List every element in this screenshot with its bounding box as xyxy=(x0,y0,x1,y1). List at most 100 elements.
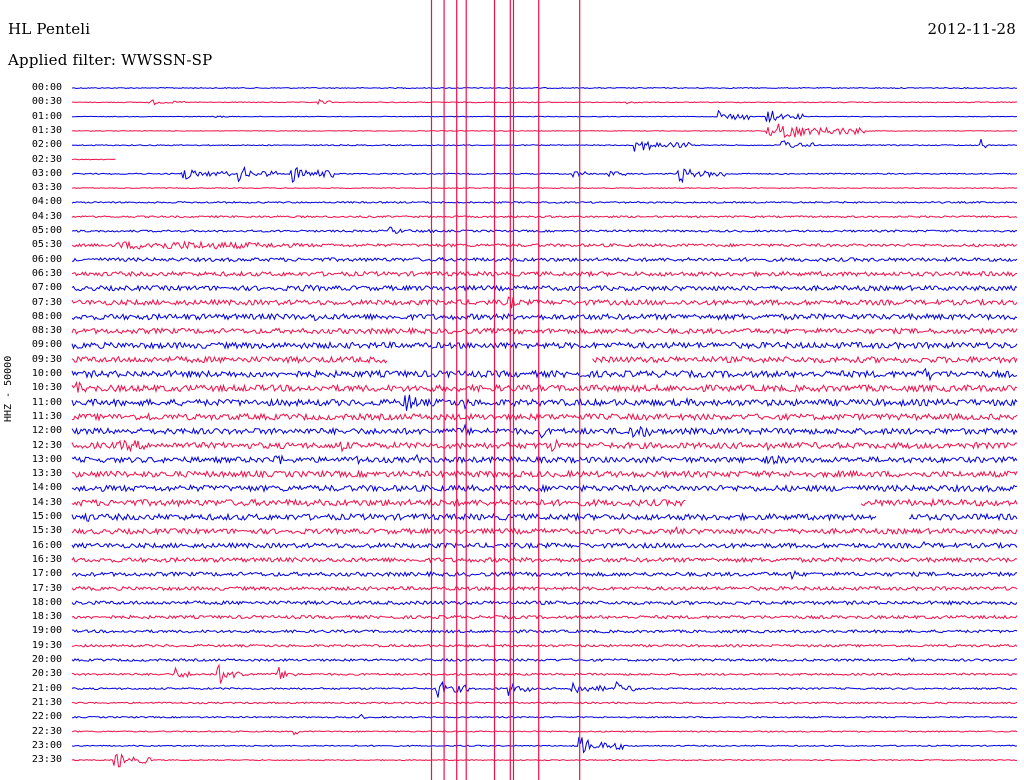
time-label: 09:00 xyxy=(31,339,62,351)
trace-line xyxy=(71,240,1018,250)
time-label: 22:30 xyxy=(31,725,62,737)
time-label: 06:30 xyxy=(31,267,62,279)
time-label: 07:00 xyxy=(31,282,62,294)
trace-line xyxy=(71,200,1018,204)
trace-line xyxy=(71,123,1018,139)
trace-line xyxy=(71,629,1018,634)
time-label: 16:00 xyxy=(31,539,62,551)
time-label: 08:00 xyxy=(31,310,62,322)
trace-line xyxy=(71,98,1018,106)
time-label: 09:30 xyxy=(31,353,62,365)
time-label: 05:30 xyxy=(31,239,62,251)
trace-line xyxy=(71,109,1017,124)
trace-line xyxy=(71,701,1018,705)
trace-line xyxy=(71,284,1018,292)
time-label: 20:00 xyxy=(31,654,62,665)
trace-line xyxy=(71,570,1018,581)
time-label: 01:30 xyxy=(31,124,62,136)
time-label: 02:00 xyxy=(31,139,62,151)
trace-line xyxy=(71,340,1018,351)
trace-line xyxy=(71,512,1018,522)
time-label: 15:00 xyxy=(31,511,62,522)
applied-filter: Applied filter: WWSSN-SP xyxy=(8,51,213,69)
trace-line xyxy=(71,438,1017,453)
time-label: 19:00 xyxy=(31,625,62,637)
time-label: 22:00 xyxy=(31,711,62,723)
trace-line xyxy=(71,367,1018,382)
trace-line xyxy=(71,599,1018,606)
trace-line xyxy=(71,86,1018,90)
time-label: 14:00 xyxy=(31,482,62,494)
trace-line xyxy=(71,226,1018,234)
trace-line xyxy=(71,525,1018,536)
trace-line xyxy=(71,680,1018,698)
time-label: 23:00 xyxy=(31,739,62,751)
trace-line xyxy=(71,394,1018,411)
time-markers xyxy=(430,0,581,780)
trace-line xyxy=(71,753,1018,768)
time-label: 01:00 xyxy=(31,110,62,122)
trace-line xyxy=(71,187,1018,190)
time-label: 17:00 xyxy=(31,568,62,580)
trace-line xyxy=(71,540,1018,550)
time-label: 07:30 xyxy=(31,296,62,308)
trace-line xyxy=(71,312,1018,322)
time-label: 04:30 xyxy=(31,210,62,222)
time-axis-labels: 00:00 00:30 01:00 01:30 02:00 02:30 03:00 03:30… xyxy=(0,0,66,780)
time-label: 06:00 xyxy=(31,253,62,265)
time-label: 12:00 xyxy=(31,425,62,437)
trace-line xyxy=(71,483,1018,494)
trace-line xyxy=(71,663,1018,684)
trace-line xyxy=(71,215,1018,219)
record-date: 2012-11-28 xyxy=(927,20,1016,38)
time-label: 02:30 xyxy=(31,153,62,165)
trace-line xyxy=(71,270,1018,278)
trace-line xyxy=(71,643,1018,648)
time-label: 23:30 xyxy=(31,754,62,766)
time-label: 20:30 xyxy=(31,668,62,680)
trace-line xyxy=(71,158,116,161)
time-label: 00:30 xyxy=(31,96,62,108)
trace-line xyxy=(71,138,1017,152)
time-label: 16:30 xyxy=(31,553,62,565)
time-label: 18:00 xyxy=(31,596,62,608)
trace-line xyxy=(72,256,1018,263)
time-label: 00:00 xyxy=(31,82,62,93)
time-label: 18:30 xyxy=(31,611,62,623)
time-label: 11:00 xyxy=(31,396,62,408)
time-label: 13:30 xyxy=(31,468,62,480)
time-label: 12:30 xyxy=(31,439,62,451)
seismogram-traces xyxy=(71,86,1018,768)
time-label: 03:00 xyxy=(31,167,62,179)
time-label: 11:30 xyxy=(31,410,62,422)
time-label: 17:30 xyxy=(31,582,62,594)
time-label: 03:30 xyxy=(31,182,62,194)
time-label: 21:30 xyxy=(31,696,62,708)
station-name: HL Penteli xyxy=(8,20,91,38)
trace-line xyxy=(71,736,1018,754)
time-label: 10:30 xyxy=(31,382,62,394)
time-label: 10:00 xyxy=(31,368,62,379)
trace-line xyxy=(71,585,1018,592)
time-label: 13:00 xyxy=(31,453,62,465)
time-label: 05:00 xyxy=(31,225,62,236)
trace-line xyxy=(71,657,1018,663)
time-label: 15:30 xyxy=(31,525,62,537)
trace-line xyxy=(71,730,1018,736)
trace-line xyxy=(71,355,1018,365)
trace-line xyxy=(71,380,1018,394)
trace-line xyxy=(71,165,1018,184)
trace-line xyxy=(71,556,1018,564)
trace-line xyxy=(71,423,1018,439)
trace-line xyxy=(71,296,1018,309)
time-label: 04:00 xyxy=(31,196,62,208)
trace-line xyxy=(71,453,1018,466)
channel-label: HHZ - 50000 xyxy=(3,355,14,422)
trace-line xyxy=(71,713,1018,720)
trace-line xyxy=(71,412,1018,422)
trace-line xyxy=(71,497,1018,508)
time-label: 08:30 xyxy=(31,325,62,337)
time-label: 21:00 xyxy=(31,682,62,694)
time-label: 19:30 xyxy=(31,639,62,651)
